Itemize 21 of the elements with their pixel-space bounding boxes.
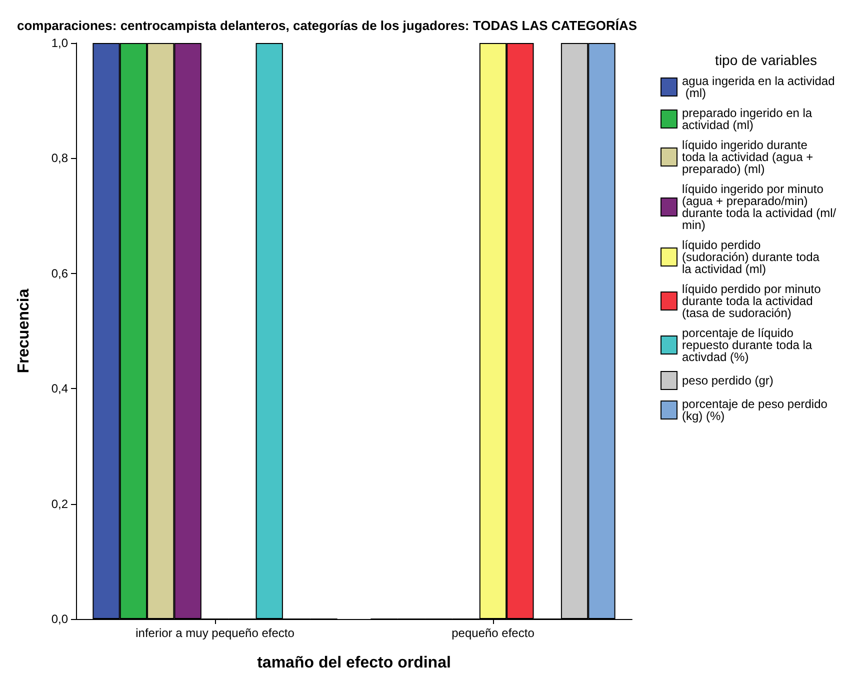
y-tick-label: 0,2	[51, 496, 68, 511]
y-tick-label: 1,0	[51, 36, 68, 50]
legend-label: agua ingerida en la actividad (ml)	[682, 74, 835, 100]
y-axis-title: Frecuencia	[16, 288, 32, 374]
legend-label: porcentaje de peso perdido (kg) (%)	[682, 397, 831, 423]
legend-title: tipo de variables	[715, 52, 817, 68]
x-axis-title: tamaño del efecto ordinal	[257, 654, 451, 672]
x-tick-label: inferior a muy pequeño efecto	[136, 626, 295, 640]
chart-title: comparaciones: centrocampista delanteros, categorías de los jugadores: TODAS LAS CATEGORÍAS	[17, 18, 638, 33]
legend-label: líquido ingerido durante toda la actividad (agua + preparado) (ml)	[682, 138, 816, 176]
legend-label: peso perdido (gr)	[682, 374, 774, 388]
y-tick-label: 0,0	[51, 612, 68, 626]
y-tick-label: 0,4	[51, 382, 68, 396]
y-tick-label: 0,6	[51, 266, 68, 280]
legend-label: líquido perdido por minuto durante toda la actividad (tasa de sudoración)	[682, 282, 824, 320]
y-tick-label: 0,8	[51, 151, 68, 166]
legend-label: líquido perdido (sudoración) durante toda la actividad (ml)	[682, 238, 823, 276]
legend-label: líquido ingerido por minuto (agua + preparado/min) durante toda la actividad (ml/min)	[682, 182, 837, 232]
x-tick-label: pequeño efecto	[452, 626, 535, 640]
legend-label: porcentaje de líquido repuesto durante toda la activdad (%)	[682, 326, 816, 364]
legend-label: preparado ingerido en la actividad (ml)	[682, 106, 816, 132]
